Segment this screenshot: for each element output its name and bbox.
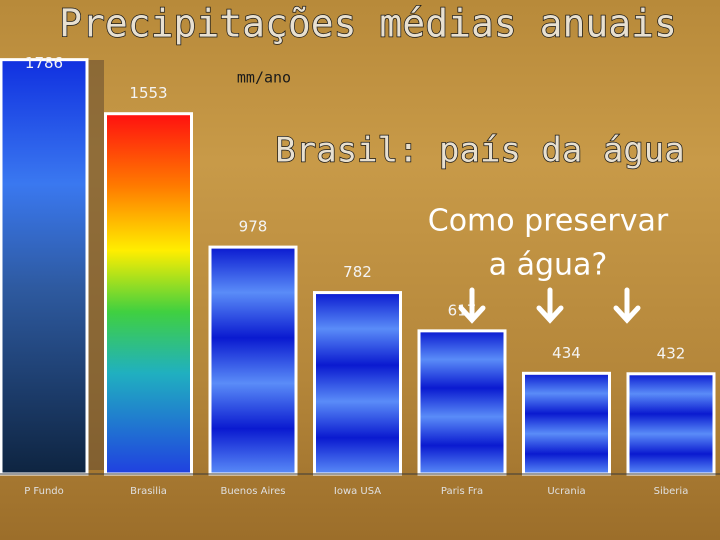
bar <box>104 112 193 476</box>
arrows <box>458 287 641 324</box>
chart-title: Precipitações médias anuais <box>59 2 677 46</box>
bar <box>0 58 89 476</box>
value-label: 434 <box>552 344 581 362</box>
value-label: 782 <box>343 263 372 281</box>
x-tick-label: Siberia <box>654 486 689 497</box>
value-label: 1553 <box>129 84 167 102</box>
x-tick-label: Paris Fra <box>441 486 483 497</box>
subtitle: Brasil: país da água <box>275 131 684 171</box>
bar <box>417 329 507 476</box>
value-label: 1786 <box>25 54 63 72</box>
bar <box>522 371 611 476</box>
bar <box>208 245 298 476</box>
value-label: 978 <box>239 218 268 236</box>
x-tick-label: Brasilia <box>130 486 167 497</box>
person-silhouette <box>84 60 104 470</box>
x-tick-label: P Fundo <box>24 486 64 497</box>
bar <box>626 372 716 476</box>
x-tick-label: Buenos Aires <box>220 486 285 497</box>
annotation: a água? <box>489 248 608 283</box>
value-label: 432 <box>657 344 686 362</box>
annotation: Como preservar <box>428 204 669 239</box>
x-tick-label: Ucrania <box>547 486 585 497</box>
unit-label: mm/ano <box>237 69 291 87</box>
x-tick-label: Iowa USA <box>334 486 381 497</box>
plot: 1786 P Fundo 1553 Brasilia 978 Buenos Aires 78… <box>0 54 720 497</box>
bar <box>313 291 402 476</box>
